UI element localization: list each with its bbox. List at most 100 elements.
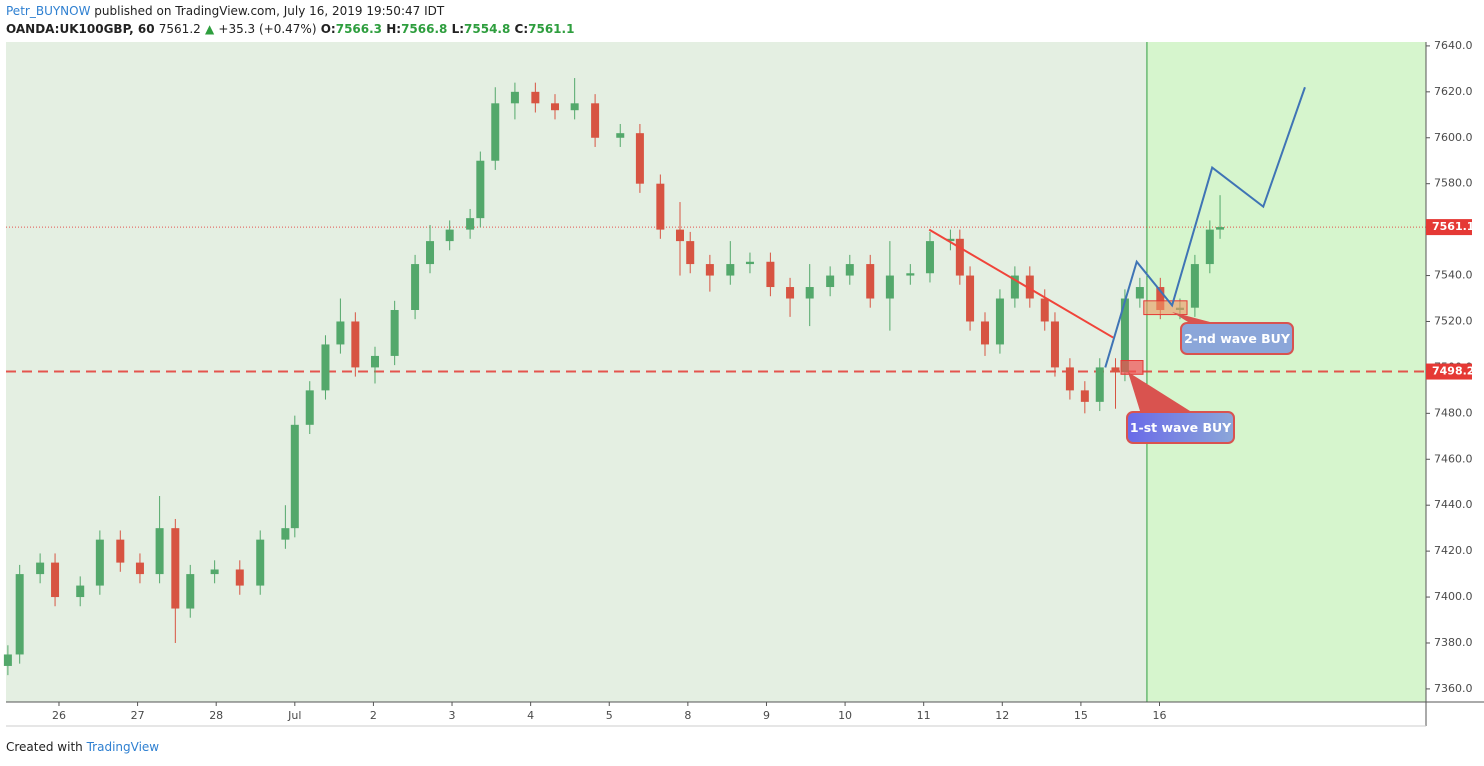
x-tick-label: 11	[917, 709, 931, 722]
candle-body	[946, 238, 955, 242]
candle-body	[510, 91, 519, 104]
candle-body	[411, 264, 420, 310]
candle-body	[1205, 229, 1214, 265]
candle-body	[1156, 287, 1165, 310]
created: Created with	[6, 740, 83, 754]
candle-body	[675, 229, 684, 242]
x-tick-label: 9	[763, 709, 770, 722]
candle-body	[955, 238, 964, 276]
y-tick-label: 7440.0	[1434, 498, 1473, 511]
x-tick-label: 10	[838, 709, 852, 722]
change: +35.3 (+0.47%)	[218, 22, 317, 36]
candle-body	[705, 264, 714, 276]
candle-body	[745, 261, 754, 265]
candle-body	[656, 183, 665, 230]
l: 7554.8	[464, 22, 511, 36]
author: Petr_BUYNOW	[6, 4, 91, 18]
y-tick-label: 7540.0	[1434, 269, 1473, 282]
candle-body	[76, 585, 85, 598]
y-tick-label: 7620.0	[1434, 85, 1473, 98]
candle-body	[1065, 367, 1074, 391]
x-tick-label: 16	[1153, 709, 1167, 722]
candle-body	[726, 264, 735, 276]
x-tick-label: 15	[1074, 709, 1088, 722]
y-tick-label: 7380.0	[1434, 636, 1473, 649]
y-tick-label: 7420.0	[1434, 544, 1473, 557]
price-tag-label: 7561.1	[1432, 220, 1474, 233]
h: 7566.8	[401, 22, 448, 36]
y-tick-label: 7400.0	[1434, 590, 1473, 603]
published: published on TradingView.com, July 16, 2…	[94, 4, 445, 18]
candle-body	[1040, 298, 1049, 322]
y-tick-label: 7460.0	[1434, 452, 1473, 465]
candle-body	[1010, 275, 1019, 299]
x-tick-label: 8	[684, 709, 691, 722]
candle-body	[1050, 321, 1059, 368]
forecast-line	[1104, 86, 1306, 368]
h-label: H:	[386, 22, 402, 36]
footer: Created with TradingView	[6, 740, 159, 754]
candle-body	[390, 309, 399, 356]
candle-body	[336, 321, 345, 345]
candle-body	[995, 298, 1004, 345]
candle-body	[466, 218, 475, 230]
candle-body	[686, 241, 695, 265]
x-tick-label: 5	[606, 709, 613, 722]
candle-body	[3, 654, 12, 666]
candle-body	[1120, 298, 1129, 372]
x-tick-label: 28	[209, 709, 223, 722]
y-tick-label: 7520.0	[1434, 314, 1473, 327]
candle-body	[15, 574, 24, 655]
o-label: O:	[320, 22, 336, 36]
header-line-2: OANDA:UK100GBP, 60 7561.2 ▲ +35.3 (+0.47…	[6, 22, 574, 36]
candle-body	[116, 539, 125, 563]
candle-body	[51, 562, 60, 598]
price-tag	[1426, 363, 1472, 380]
candle-body	[426, 241, 435, 265]
candle-body	[826, 275, 835, 288]
c: 7561.1	[528, 22, 575, 36]
candle-body	[155, 528, 164, 575]
candle-body	[321, 344, 330, 391]
brand: TradingView	[86, 740, 160, 754]
candle-body	[370, 355, 379, 368]
o: 7566.3	[335, 22, 383, 36]
x-tick-label: 4	[527, 709, 534, 722]
candle-body	[476, 160, 485, 219]
candle-body	[1080, 390, 1089, 402]
candle-body	[635, 133, 644, 184]
last: 7561.2	[158, 22, 201, 36]
candle-body	[95, 539, 104, 586]
x-tick-label: 3	[449, 709, 456, 722]
candle-body	[570, 103, 579, 111]
candle-body	[210, 569, 219, 575]
trend-line	[928, 228, 1114, 339]
y-tick-label: 7640.0	[1434, 39, 1473, 52]
x-tick-label: 2	[370, 709, 377, 722]
header-line-1: Petr_BUYNOW published on TradingView.com…	[6, 4, 444, 18]
candle-body	[845, 264, 854, 276]
candle-body	[551, 103, 560, 111]
candle-body	[1111, 367, 1120, 372]
y-tick-label: 7480.0	[1434, 406, 1473, 419]
candle-body	[925, 241, 934, 274]
candle-body	[1190, 264, 1199, 308]
candle-body	[290, 424, 299, 529]
buy-zone	[1120, 360, 1144, 375]
callout-pointer	[1172, 312, 1210, 322]
candle-body	[171, 528, 180, 609]
marks	[3, 42, 1426, 702]
y-tick-label: 7360.0	[1434, 682, 1473, 695]
symbol: OANDA:UK100GBP, 60	[6, 22, 155, 36]
y-tick-label: 7580.0	[1434, 177, 1473, 190]
candle-body	[186, 574, 195, 609]
candle-body	[256, 539, 265, 586]
candle-body	[531, 91, 540, 104]
callout: 1-st wave BUY	[1126, 411, 1235, 444]
candle-body	[281, 528, 290, 540]
arrow: ▲	[204, 22, 215, 36]
candle-body	[491, 103, 500, 161]
candle-body	[805, 287, 814, 299]
candle-body	[1135, 287, 1144, 299]
candle-body	[866, 264, 875, 299]
